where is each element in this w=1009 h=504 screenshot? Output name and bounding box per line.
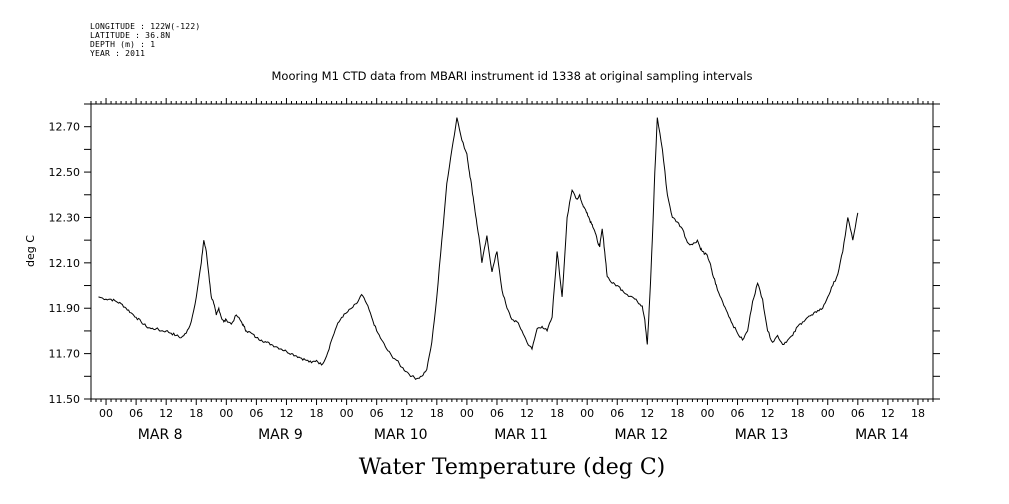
day-label: MAR 14 — [855, 427, 909, 443]
y-tick-label: 12.50 — [49, 166, 81, 179]
x-tick-label: 18 — [430, 407, 444, 420]
x-tick-label: 12 — [881, 407, 895, 420]
x-tick-label: 18 — [670, 407, 684, 420]
x-tick-label: 18 — [911, 407, 925, 420]
plot-frame — [90, 103, 934, 400]
x-tick-label: 06 — [129, 407, 143, 420]
longitude-text: LONGITUDE : 122W(-122) — [90, 22, 201, 31]
chart-title: Mooring M1 CTD data from MBARI instrumen… — [272, 69, 753, 83]
day-label: MAR 8 — [138, 427, 183, 443]
year-text: YEAR : 2011 — [90, 49, 146, 58]
x-axis-label: Water Temperature (deg C) — [359, 455, 666, 480]
x-tick-label: 06 — [610, 407, 624, 420]
y-tick-label: 12.10 — [49, 257, 81, 270]
water-temperature-line — [98, 117, 859, 380]
day-label: MAR 10 — [374, 427, 428, 443]
x-tick-label: 12 — [400, 407, 414, 420]
x-tick-label: 00 — [460, 407, 474, 420]
y-tick-label: 12.30 — [49, 211, 81, 224]
x-tick-label: 00 — [821, 407, 835, 420]
x-tick-label: 00 — [580, 407, 594, 420]
depth-text: DEPTH (m) : 1 — [90, 40, 156, 49]
x-tick-label: 00 — [99, 407, 113, 420]
day-label: MAR 11 — [494, 427, 548, 443]
axis-ticks — [84, 98, 940, 405]
x-tick-label: 18 — [189, 407, 203, 420]
station-metadata: LONGITUDE : 122W(-122) LATITUDE : 36.8N … — [90, 22, 200, 58]
y-axis-label: deg C — [24, 235, 37, 267]
day-label: MAR 13 — [735, 427, 789, 443]
y-tick-label: 12.70 — [49, 121, 81, 134]
x-tick-label: 06 — [851, 407, 865, 420]
x-tick-labels: 00 06 12 18 00 06 12 18 00 06 12 18 00 06 12 18 00 06 12 18… — [99, 407, 925, 420]
x-tick-label: 12 — [520, 407, 534, 420]
x-tick-label: 12 — [159, 407, 173, 420]
x-tick-label: 00 — [700, 407, 714, 420]
x-tick-label: 06 — [249, 407, 263, 420]
x-tick-label: 18 — [550, 407, 564, 420]
day-label: MAR 12 — [614, 427, 668, 443]
day-label: MAR 9 — [258, 427, 303, 443]
y-tick-label: 11.90 — [49, 302, 81, 315]
day-labels: MAR 8 MAR 9 MAR 10 MAR 11 MAR 12 MAR 13 MAR 14 — [138, 427, 909, 443]
x-tick-label: 18 — [791, 407, 805, 420]
x-tick-label: 12 — [279, 407, 293, 420]
x-tick-label: 18 — [310, 407, 324, 420]
y-tick-label: 11.50 — [49, 393, 81, 406]
x-tick-label: 00 — [340, 407, 354, 420]
y-tick-labels: 11.50 11.70 11.90 12.10 12.30 12.50 12.70 — [49, 121, 81, 406]
x-tick-label: 12 — [761, 407, 775, 420]
x-tick-label: 12 — [640, 407, 654, 420]
latitude-text: LATITUDE : 36.8N — [90, 31, 171, 40]
y-tick-label: 11.70 — [49, 348, 81, 361]
x-tick-label: 06 — [370, 407, 384, 420]
x-tick-label: 06 — [490, 407, 504, 420]
x-tick-label: 00 — [219, 407, 233, 420]
x-tick-label: 06 — [731, 407, 745, 420]
